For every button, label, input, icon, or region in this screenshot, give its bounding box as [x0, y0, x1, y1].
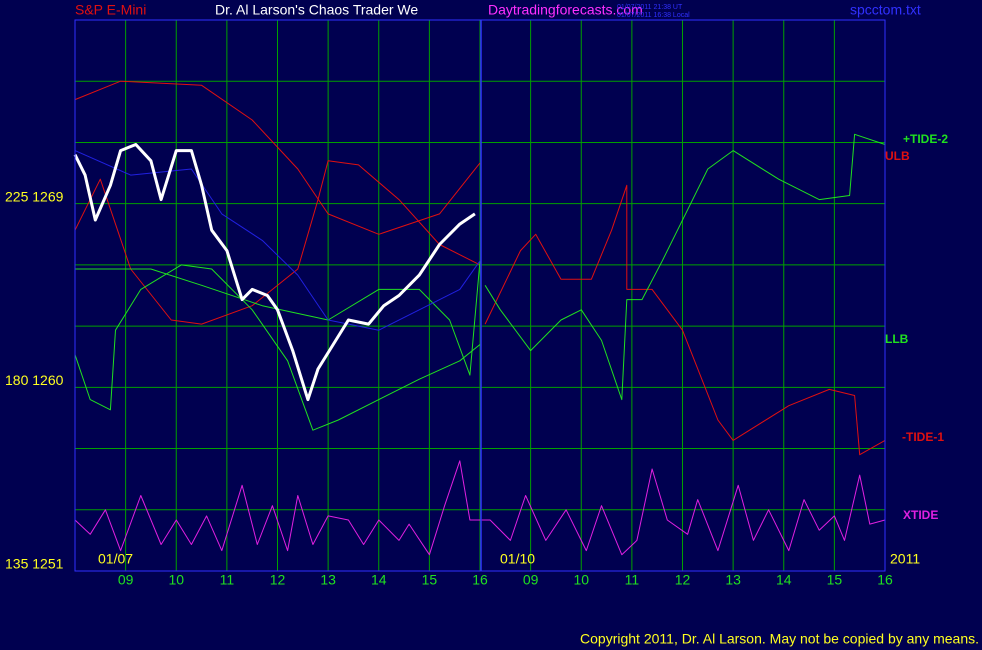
file-name: spcctom.txt — [850, 2, 921, 18]
x-tick-label: 12 — [675, 572, 691, 588]
x-tick-label: 10 — [573, 572, 589, 588]
plot-frame — [74, 19, 886, 572]
series-label: ULB — [885, 149, 910, 163]
x-tick-label: 09 — [118, 572, 134, 588]
x-tick-label: 16 — [472, 572, 488, 588]
x-tick-label: 11 — [625, 572, 640, 588]
lines — [73, 80, 886, 556]
x-tick-label: 11 — [220, 572, 235, 588]
x-tick-label: 10 — [168, 572, 184, 588]
series-label: -TIDE-1 — [902, 430, 944, 444]
site: Daytradingforecasts.com — [488, 2, 643, 18]
title: Dr. Al Larson's Chaos Trader We — [215, 2, 418, 18]
x-tick-label: 14 — [776, 572, 792, 588]
y-tick-label: 135 1251 — [5, 556, 64, 572]
date-label: 01/10 — [500, 551, 535, 567]
instrument: S&P E-Mini — [75, 2, 146, 18]
x-tick-label: 15 — [827, 572, 843, 588]
series-line — [75, 260, 481, 376]
series-line — [484, 133, 886, 401]
time-ut: 01/07/2011 21:38 UT — [617, 4, 683, 11]
series-line — [74, 264, 481, 431]
copyright: Copyright 2011, Dr. Al Larson. May not b… — [580, 631, 979, 647]
x-tick-label: 13 — [725, 572, 741, 588]
x-tick-label: 16 — [877, 572, 893, 588]
date-label: 01/07 — [98, 551, 133, 567]
x-tick-label: 09 — [523, 572, 539, 588]
series-line — [74, 80, 481, 235]
x-tick-label: 14 — [371, 572, 387, 588]
series-line — [74, 460, 886, 556]
time-local: 01/07/2011 16:38 Local — [617, 12, 690, 19]
series-line — [73, 143, 476, 402]
date-label: 2011 — [890, 551, 920, 567]
series-label: XTIDE — [903, 508, 938, 522]
series-label: LLB — [885, 332, 909, 346]
series-line — [484, 184, 886, 456]
x-tick-label: 12 — [270, 572, 286, 588]
x-tick-label: 15 — [422, 572, 438, 588]
series-label: +TIDE-2 — [903, 132, 948, 146]
y-tick-label: 180 1260 — [5, 372, 64, 388]
y-tick-label: 225 1269 — [5, 188, 64, 204]
x-tick-label: 13 — [320, 572, 336, 588]
